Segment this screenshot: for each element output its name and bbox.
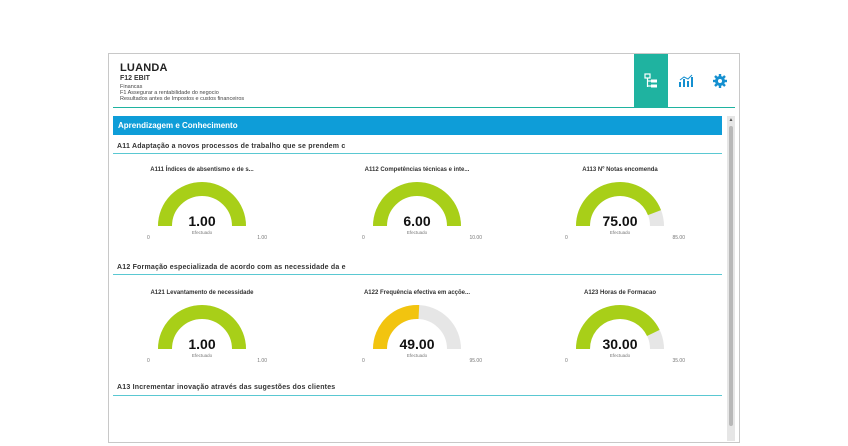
gauge-label: Efectuado — [406, 353, 428, 358]
list-view-icon — [644, 72, 657, 87]
gauge-min: 0 — [362, 358, 365, 364]
gauge-arc — [373, 182, 461, 227]
gauge-max: 1.00 — [257, 358, 267, 364]
chart-icon — [679, 74, 693, 87]
gauge-a113[interactable]: A113 Nº Notas encomenda 75.00 Efectuado … — [560, 167, 685, 257]
section-divider — [113, 395, 722, 396]
gauge-label: Efectuado — [406, 230, 428, 235]
gauge-arc — [576, 305, 664, 350]
gauge-arc — [373, 305, 461, 350]
gauge-a112[interactable]: A112 Competências técnicas e inte... 6.0… — [357, 167, 482, 257]
section-title-a13[interactable]: A13 Incrementar inovação através das sug… — [117, 384, 336, 391]
gauge-title: A112 Competências técnicas e inte... — [364, 167, 470, 173]
gauge-arc — [158, 182, 246, 227]
gauge-label: Efectuado — [191, 230, 213, 235]
section-divider — [113, 153, 722, 154]
gauge-label: Efectuado — [609, 230, 631, 235]
gauge-max: 1.00 — [257, 235, 267, 241]
org-title: LUANDA — [120, 62, 168, 74]
section-divider — [113, 274, 722, 275]
gauge-value: 30.00 — [602, 336, 638, 352]
perspective-banner[interactable]: Aprendizagem e Conhecimento — [113, 116, 722, 135]
scrollbar-thumb[interactable] — [729, 126, 733, 426]
section-title-a11[interactable]: A11 Adaptação a novos processos de traba… — [117, 143, 346, 150]
settings-button[interactable] — [703, 54, 737, 107]
gauge-min: 0 — [147, 235, 150, 241]
gauge-min: 0 — [565, 358, 568, 364]
list-view-button[interactable] — [634, 54, 668, 107]
gauge-value: 49.00 — [399, 336, 435, 352]
kpi-subtitle: F12 EBIT — [120, 75, 150, 82]
dashboard-panel: LUANDA F12 EBIT Financas F1 Assegurar a … — [108, 53, 740, 443]
gauge-value: 1.00 — [188, 336, 216, 352]
gauge-max: 85.00 — [672, 235, 685, 241]
gauge-min: 0 — [147, 358, 150, 364]
gauge-max: 10.00 — [469, 235, 482, 241]
gauge-title: A121 Levantamento de necessidade — [150, 290, 254, 296]
gauge-a122[interactable]: A122 Frequência efectiva em acçõe... 49.… — [357, 290, 482, 380]
perspective-text: Financas — [120, 84, 143, 90]
header-divider — [113, 107, 735, 108]
scroll-up-icon[interactable]: ▲ — [728, 117, 734, 123]
gauge-value: 6.00 — [403, 213, 431, 229]
gauge-value: 75.00 — [602, 213, 638, 229]
gauge-title: A123 Horas de Formacao — [583, 290, 657, 296]
gauge-title: A122 Frequência efectiva em acçõe... — [363, 290, 471, 296]
gauge-label: Efectuado — [609, 353, 631, 358]
gauge-min: 0 — [362, 235, 365, 241]
vertical-scrollbar[interactable]: ▲ — [727, 116, 735, 441]
gauge-title: A113 Nº Notas encomenda — [582, 167, 658, 173]
description-text: Resultados antes de Impostos e custos fi… — [120, 96, 245, 102]
gauge-a111[interactable]: A111 Índices de absentismo e de s... 1.0… — [142, 167, 267, 257]
gauge-value: 1.00 — [188, 213, 216, 229]
section-title-a12[interactable]: A12 Formação especializada de acordo com… — [117, 264, 346, 271]
gauge-arc — [576, 182, 664, 227]
gauge-a121[interactable]: A121 Levantamento de necessidade 1.00 Ef… — [142, 290, 267, 380]
objective-text: F1 Assegurar a rentabilidade do negocio — [120, 90, 219, 96]
gauge-max: 35.00 — [672, 358, 685, 364]
gauge-max: 95.00 — [469, 358, 482, 364]
gauge-min: 0 — [565, 235, 568, 241]
settings-gear-icon — [713, 73, 727, 88]
gauge-a123[interactable]: A123 Horas de Formacao 30.00 Efectuado 0… — [560, 290, 685, 380]
gauge-title: A111 Índices de absentismo e de s... — [150, 167, 254, 173]
gauge-arc — [158, 305, 246, 350]
chart-view-button[interactable] — [669, 54, 703, 107]
gauge-label: Efectuado — [191, 353, 213, 358]
panel-header: LUANDA F12 EBIT Financas F1 Assegurar a … — [109, 54, 739, 108]
